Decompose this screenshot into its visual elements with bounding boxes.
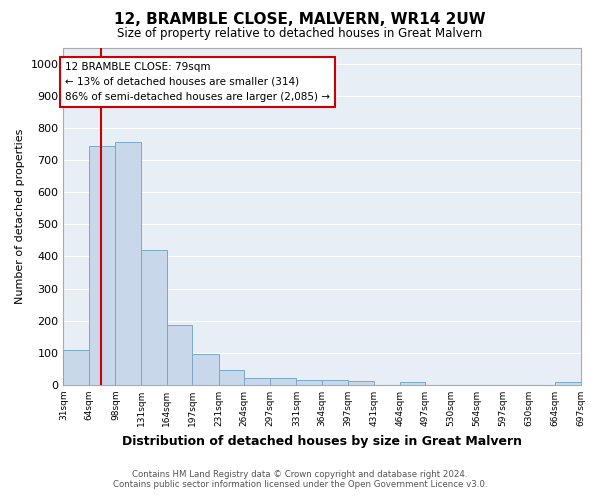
Bar	[347, 381, 374, 385]
Bar	[322, 380, 347, 385]
Text: 12, BRAMBLE CLOSE, MALVERN, WR14 2UW: 12, BRAMBLE CLOSE, MALVERN, WR14 2UW	[114, 12, 486, 28]
Bar	[89, 146, 115, 385]
Bar	[141, 250, 167, 385]
Bar	[270, 378, 296, 385]
Text: Contains HM Land Registry data © Crown copyright and database right 2024.
Contai: Contains HM Land Registry data © Crown c…	[113, 470, 487, 489]
Bar	[192, 354, 218, 385]
Bar	[296, 380, 322, 385]
Bar	[218, 370, 244, 385]
Bar	[244, 378, 270, 385]
Bar	[115, 142, 141, 385]
Text: 12 BRAMBLE CLOSE: 79sqm
← 13% of detached houses are smaller (314)
86% of semi-d: 12 BRAMBLE CLOSE: 79sqm ← 13% of detache…	[65, 62, 330, 102]
Bar	[400, 382, 425, 385]
Bar	[167, 326, 192, 385]
Text: Size of property relative to detached houses in Great Malvern: Size of property relative to detached ho…	[118, 28, 482, 40]
Bar	[64, 350, 89, 385]
X-axis label: Distribution of detached houses by size in Great Malvern: Distribution of detached houses by size …	[122, 434, 522, 448]
Y-axis label: Number of detached properties: Number of detached properties	[15, 128, 25, 304]
Bar	[555, 382, 581, 385]
